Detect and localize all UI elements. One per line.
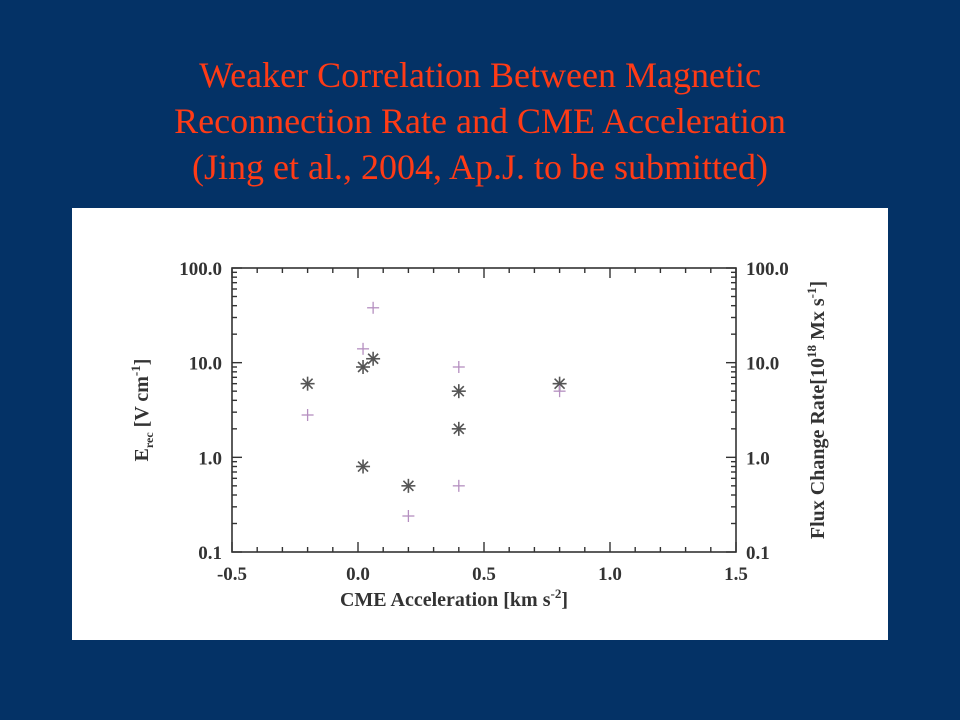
- asterisk-marker-d2: [302, 378, 314, 390]
- x-axis-label: CME Acceleration [km s-2]: [340, 586, 568, 611]
- x-tick-label: 1.5: [724, 564, 748, 585]
- slide-title: Weaker Correlation Between Magnetic Reco…: [0, 52, 960, 190]
- y-tick-label-right: 100.0: [746, 259, 789, 280]
- x-tick-label: 0.0: [346, 564, 370, 585]
- plus-marker: [301, 409, 314, 422]
- plus-marker: [452, 360, 465, 373]
- y-tick-label-right: 0.1: [746, 543, 770, 564]
- asterisk-marker: [451, 421, 466, 436]
- asterisk-marker-d2: [554, 378, 566, 390]
- y-axis-label-right: Flux Change Rate[1018 Mx s-1]: [804, 281, 829, 539]
- asterisk-marker-d2: [453, 423, 465, 435]
- asterisk-marker-d2: [357, 361, 369, 373]
- asterisk-marker: [300, 376, 315, 391]
- asterisk-marker-d2: [402, 480, 414, 492]
- asterisk-marker: [356, 459, 371, 474]
- x-tick-label: -0.5: [217, 564, 247, 585]
- plus-marker: [367, 301, 380, 314]
- y-axis-ticks: 0.1 0.1 1.0 1.0 10.0 10.0 100.0 100.0: [179, 259, 789, 564]
- asterisk-marker-d2: [367, 353, 379, 365]
- y-tick-label-right: 1.0: [746, 448, 770, 469]
- slide-title-line-2: Reconnection Rate and CME Acceleration: [174, 101, 786, 141]
- x-tick-label: 0.5: [472, 564, 496, 585]
- x-tick-label: 1.0: [598, 564, 622, 585]
- plus-marker: [452, 479, 465, 492]
- x-axis-ticks: -0.5 0.0 0.5 1.0 1.5: [217, 268, 748, 585]
- asterisk-marker: [451, 384, 466, 399]
- data-points: [300, 301, 567, 523]
- y-tick-label-left: 1.0: [198, 448, 222, 469]
- slide-title-line-3: (Jing et al., 2004, Ap.J. to be submitte…: [192, 147, 768, 187]
- asterisk-marker: [356, 359, 371, 374]
- y-tick-label-left: 100.0: [179, 259, 222, 280]
- y-tick-label-right: 10.0: [746, 354, 779, 375]
- plus-marker: [553, 385, 566, 398]
- y-axis-label-left: Erec [V cm-1]: [128, 359, 156, 462]
- asterisk-marker-d2: [357, 460, 369, 473]
- slide-title-line-1: Weaker Correlation Between Magnetic: [199, 55, 761, 95]
- plus-marker: [402, 510, 415, 523]
- plot-panel: -0.5 0.0 0.5 1.0 1.5 0.1 0.1 1.0 1.0 10.0 10.0 100…: [72, 208, 888, 640]
- asterisk-marker: [401, 478, 416, 493]
- asterisk-marker-d2: [453, 385, 465, 397]
- plus-marker: [357, 342, 370, 355]
- asterisk-marker: [366, 351, 381, 366]
- y-tick-label-left: 10.0: [189, 354, 222, 375]
- y-tick-label-left: 0.1: [198, 543, 222, 564]
- scatter-chart: -0.5 0.0 0.5 1.0 1.5 0.1 0.1 1.0 1.0 10.0 10.0 100…: [128, 259, 829, 611]
